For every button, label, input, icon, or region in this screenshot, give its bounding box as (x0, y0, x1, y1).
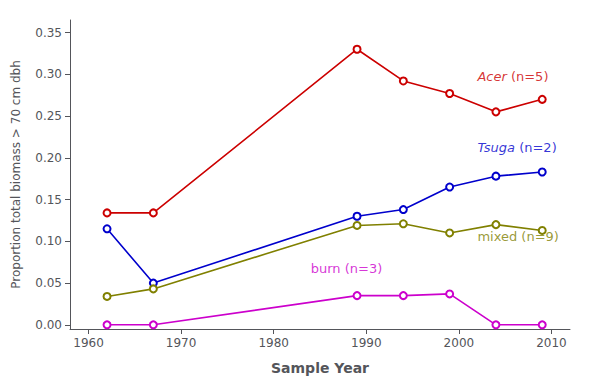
svg-text:0.10: 0.10 (35, 234, 62, 248)
svg-text:Sample Year: Sample Year (271, 360, 369, 376)
svg-text:0.15: 0.15 (35, 193, 62, 207)
svg-text:mixed (n=9): mixed (n=9) (477, 229, 559, 244)
svg-text:Acer: Acer (476, 69, 508, 84)
svg-text:(n=5): (n=5) (507, 69, 549, 84)
svg-text:1960: 1960 (73, 336, 104, 350)
svg-text:2000: 2000 (444, 336, 475, 350)
svg-text:(n=2): (n=2) (515, 140, 557, 155)
svg-text:Proportion total biomass > 70: Proportion total biomass > 70 cm dbh (9, 60, 23, 289)
svg-text:0.05: 0.05 (35, 276, 62, 290)
svg-text:0.35: 0.35 (35, 26, 62, 40)
svg-text:Tsuga: Tsuga (477, 140, 515, 155)
svg-text:1980: 1980 (258, 336, 289, 350)
svg-text:0.25: 0.25 (35, 109, 62, 123)
svg-text:burn (n=3): burn (n=3) (311, 261, 383, 276)
svg-text:0.00: 0.00 (35, 318, 62, 332)
svg-text:2010: 2010 (536, 336, 567, 350)
svg-text:0.20: 0.20 (35, 151, 62, 165)
svg-text:0.30: 0.30 (35, 67, 62, 81)
svg-text:1990: 1990 (351, 336, 382, 350)
svg-text:1970: 1970 (166, 336, 197, 350)
